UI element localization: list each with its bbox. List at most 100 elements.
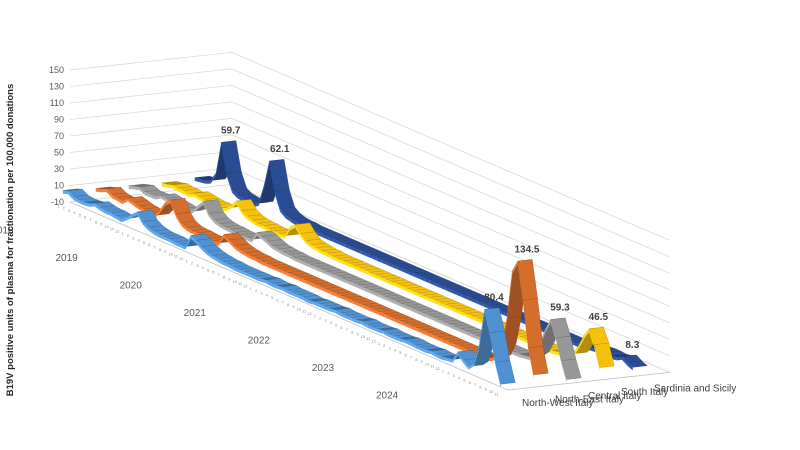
ribbon-edge bbox=[518, 353, 525, 359]
ribbon-edge bbox=[305, 262, 311, 268]
ribbon-edge bbox=[290, 218, 297, 226]
ribbon-edge bbox=[319, 303, 325, 310]
ribbon-segment bbox=[528, 346, 549, 375]
ribbon-edge bbox=[305, 240, 312, 248]
ribbon-edge bbox=[387, 261, 393, 268]
ribbon-edge bbox=[347, 280, 354, 287]
month-tick-label: 3 bbox=[68, 208, 71, 213]
ribbon-edge bbox=[185, 235, 191, 250]
ribbon-edge bbox=[153, 231, 159, 238]
ribbon-edge bbox=[512, 261, 518, 274]
ribbon-edge bbox=[451, 289, 457, 295]
ribbon-edge bbox=[62, 190, 69, 195]
ribbon-edge bbox=[250, 255, 256, 262]
ribbon-edge bbox=[181, 222, 187, 231]
month-tick-label: 5 bbox=[79, 212, 82, 217]
ribbon-edge bbox=[281, 286, 288, 294]
ribbon-edge bbox=[450, 306, 456, 313]
gridline bbox=[69, 134, 670, 324]
month-tick-label: 7 bbox=[89, 217, 92, 222]
month-tick-label: 7 bbox=[346, 327, 349, 332]
ribbon-edge bbox=[111, 194, 118, 201]
gridline bbox=[69, 84, 670, 274]
gridline bbox=[69, 101, 670, 291]
ribbon-edge bbox=[358, 285, 364, 291]
ribbon-edge bbox=[249, 273, 256, 280]
ribbon-edge bbox=[396, 283, 403, 290]
month-tick-label: 5 bbox=[335, 322, 338, 327]
month-tick-label: 6 bbox=[148, 242, 151, 247]
ribbon-edge bbox=[468, 362, 475, 370]
month-tick-label: 8 bbox=[223, 274, 226, 279]
ribbon-edge bbox=[117, 197, 123, 204]
ribbon-edge bbox=[397, 266, 404, 272]
ribbon-edge bbox=[158, 234, 165, 240]
month-tick-label: 5 bbox=[271, 295, 274, 300]
ribbon-edge bbox=[324, 306, 330, 312]
ribbon-edge bbox=[278, 249, 284, 256]
ribbon-edge bbox=[524, 355, 530, 361]
ribbon-edge bbox=[467, 296, 473, 302]
ribbon-edge bbox=[214, 219, 220, 228]
ribbon-edge bbox=[271, 283, 277, 289]
ribbon-edge bbox=[84, 202, 90, 207]
series-axis-line bbox=[507, 371, 670, 391]
gridline bbox=[69, 68, 670, 258]
ribbon-edge bbox=[300, 233, 306, 244]
ribbon-edge bbox=[228, 263, 234, 271]
ribbon-edge bbox=[213, 240, 219, 247]
ribbon-edge bbox=[219, 223, 225, 231]
ribbon-edge bbox=[265, 280, 272, 287]
month-tick-label: 1 bbox=[121, 231, 124, 236]
month-tick-label: 10 bbox=[232, 279, 237, 284]
ribbon-edge bbox=[425, 349, 432, 355]
ribbon-edge bbox=[551, 350, 558, 355]
ribbon-edge bbox=[385, 296, 391, 303]
month-tick-label: 8 bbox=[415, 357, 418, 362]
x-axis: 1 2 3 4 5 6 7 8 9 10 11 12 1 2 3 4 5 6 7 8 9 10 11 12 1 2 3 4 5 6 7 8 9 1… bbox=[0, 201, 509, 401]
ribbon-edge bbox=[161, 182, 168, 188]
ribbon-edge bbox=[590, 347, 596, 352]
series-label: South Italy bbox=[621, 387, 668, 398]
month-tick-label: 11 bbox=[494, 391, 499, 396]
ribbon-edge bbox=[201, 246, 207, 255]
ribbon-edge bbox=[232, 189, 238, 199]
data-label: 46.5 bbox=[589, 312, 609, 323]
ribbon-edge bbox=[328, 236, 334, 243]
y-tick-label: 30 bbox=[54, 164, 64, 174]
year-label: 2020 bbox=[120, 280, 143, 291]
month-tick-label: 10 bbox=[104, 224, 109, 229]
month-tick-label: 3 bbox=[196, 263, 199, 268]
ribbon-edge bbox=[353, 282, 359, 289]
month-tick-label: 6 bbox=[469, 380, 472, 385]
month-tick-label: 4 bbox=[266, 293, 269, 298]
ribbon-edge bbox=[169, 238, 175, 246]
ribbon-edge bbox=[212, 255, 218, 262]
ribbon-edge bbox=[255, 276, 261, 282]
month-tick-label: 11 bbox=[110, 226, 115, 231]
ribbon-edge bbox=[437, 336, 443, 343]
month-tick-label: 1 bbox=[314, 313, 317, 318]
ribbon-series bbox=[62, 188, 516, 388]
series-label: North-East Italy bbox=[555, 394, 624, 405]
ribbon-edge bbox=[337, 275, 343, 282]
ribbon-edge bbox=[445, 287, 452, 293]
ribbon-edge bbox=[325, 288, 331, 295]
ribbon-edge bbox=[407, 288, 413, 294]
ribbon-edge bbox=[94, 203, 101, 211]
gridline bbox=[69, 150, 670, 340]
ribbon-edge bbox=[203, 201, 209, 217]
y-axis-ticks: -10 10 30 50 70 90 110 130 150 bbox=[49, 65, 64, 207]
ribbon-edge bbox=[122, 198, 128, 204]
ribbon-edge bbox=[399, 338, 405, 343]
ribbon-edge bbox=[423, 295, 429, 301]
ribbon-edge bbox=[303, 296, 309, 304]
data-label: 59.3 bbox=[550, 303, 570, 314]
ribbon-edge bbox=[269, 161, 275, 195]
ribbon-edge bbox=[264, 161, 270, 189]
ribbon-edge bbox=[224, 226, 231, 233]
ribbon-edge bbox=[335, 309, 341, 317]
month-tick-label: 9 bbox=[100, 222, 103, 227]
ribbon-edge bbox=[458, 351, 464, 364]
month-tick-label: 8 bbox=[287, 302, 290, 307]
